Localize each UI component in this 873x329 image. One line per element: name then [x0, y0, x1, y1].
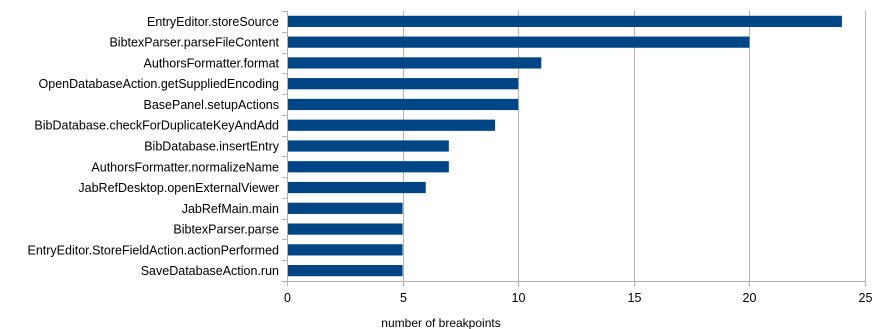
axes: [282, 11, 866, 286]
category-label: BibtexParser.parse: [173, 223, 279, 237]
category-label: EntryEditor.StoreFieldAction.actionPerfo…: [27, 243, 279, 257]
category-label: BibDatabase.insertEntry: [144, 140, 280, 154]
category-label: BibtexParser.parseFileContent: [109, 36, 279, 50]
bar: [288, 78, 519, 90]
x-tick-label: 20: [743, 291, 757, 305]
x-tick-label: 25: [859, 291, 873, 305]
bar: [288, 119, 496, 131]
category-label: JabRefDesktop.openExternalViewer: [78, 181, 279, 195]
bar: [288, 140, 449, 152]
category-label: BasePanel.setupActions: [143, 98, 279, 112]
bar: [288, 202, 403, 214]
category-label: BibDatabase.checkForDuplicateKeyAndAdd: [34, 119, 279, 133]
bar: [288, 181, 426, 194]
x-tick-label: 15: [628, 291, 642, 305]
tick-labels: 0 5 10 15 20 25: [284, 291, 872, 305]
category-label: AuthorsFormatter.format: [144, 56, 280, 70]
category-label: OpenDatabaseAction.getSuppliedEncoding: [39, 77, 280, 91]
category-label: AuthorsFormatter.normalizeName: [91, 160, 279, 174]
category-label: SaveDatabaseAction.run: [141, 264, 279, 278]
category-label: JabRefMain.main: [182, 202, 279, 216]
bar: [288, 223, 403, 235]
category-labels: EntryEditor.storeSource BibtexParser.pars…: [27, 15, 279, 278]
bars: [288, 15, 842, 277]
x-tick-label: 10: [512, 291, 526, 305]
bar: [288, 265, 403, 277]
bar: [288, 15, 842, 27]
bar: [288, 161, 449, 173]
bar: [288, 98, 519, 111]
bar: [288, 244, 403, 256]
category-label: EntryEditor.storeSource: [147, 15, 279, 29]
x-axis-title: number of breakpoints: [381, 316, 500, 329]
x-tick-label: 5: [400, 291, 407, 305]
x-tick-label: 0: [284, 291, 291, 305]
bar: [288, 57, 542, 69]
bar: [288, 36, 750, 48]
